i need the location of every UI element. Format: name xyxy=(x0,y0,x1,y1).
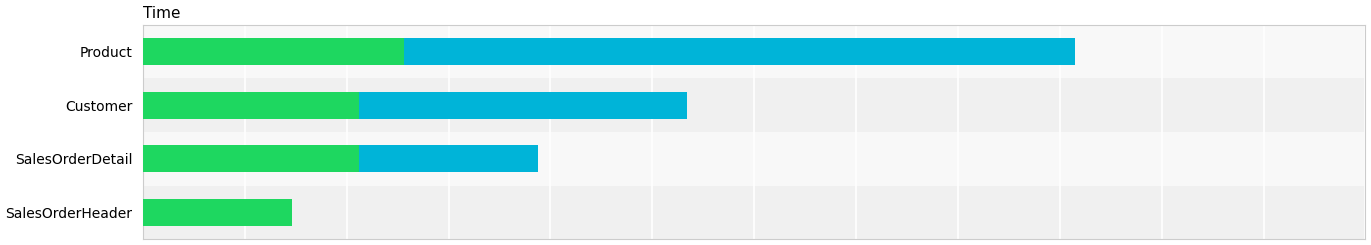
Bar xyxy=(404,38,1075,65)
Bar xyxy=(143,186,1366,239)
Bar xyxy=(143,132,1366,186)
Bar xyxy=(143,199,292,226)
Bar xyxy=(143,92,359,119)
Bar xyxy=(359,145,537,172)
Bar xyxy=(143,38,404,65)
Text: Time: Time xyxy=(143,6,181,21)
Bar xyxy=(143,24,1366,78)
Bar xyxy=(143,145,359,172)
Bar xyxy=(143,78,1366,132)
Bar xyxy=(359,92,687,119)
